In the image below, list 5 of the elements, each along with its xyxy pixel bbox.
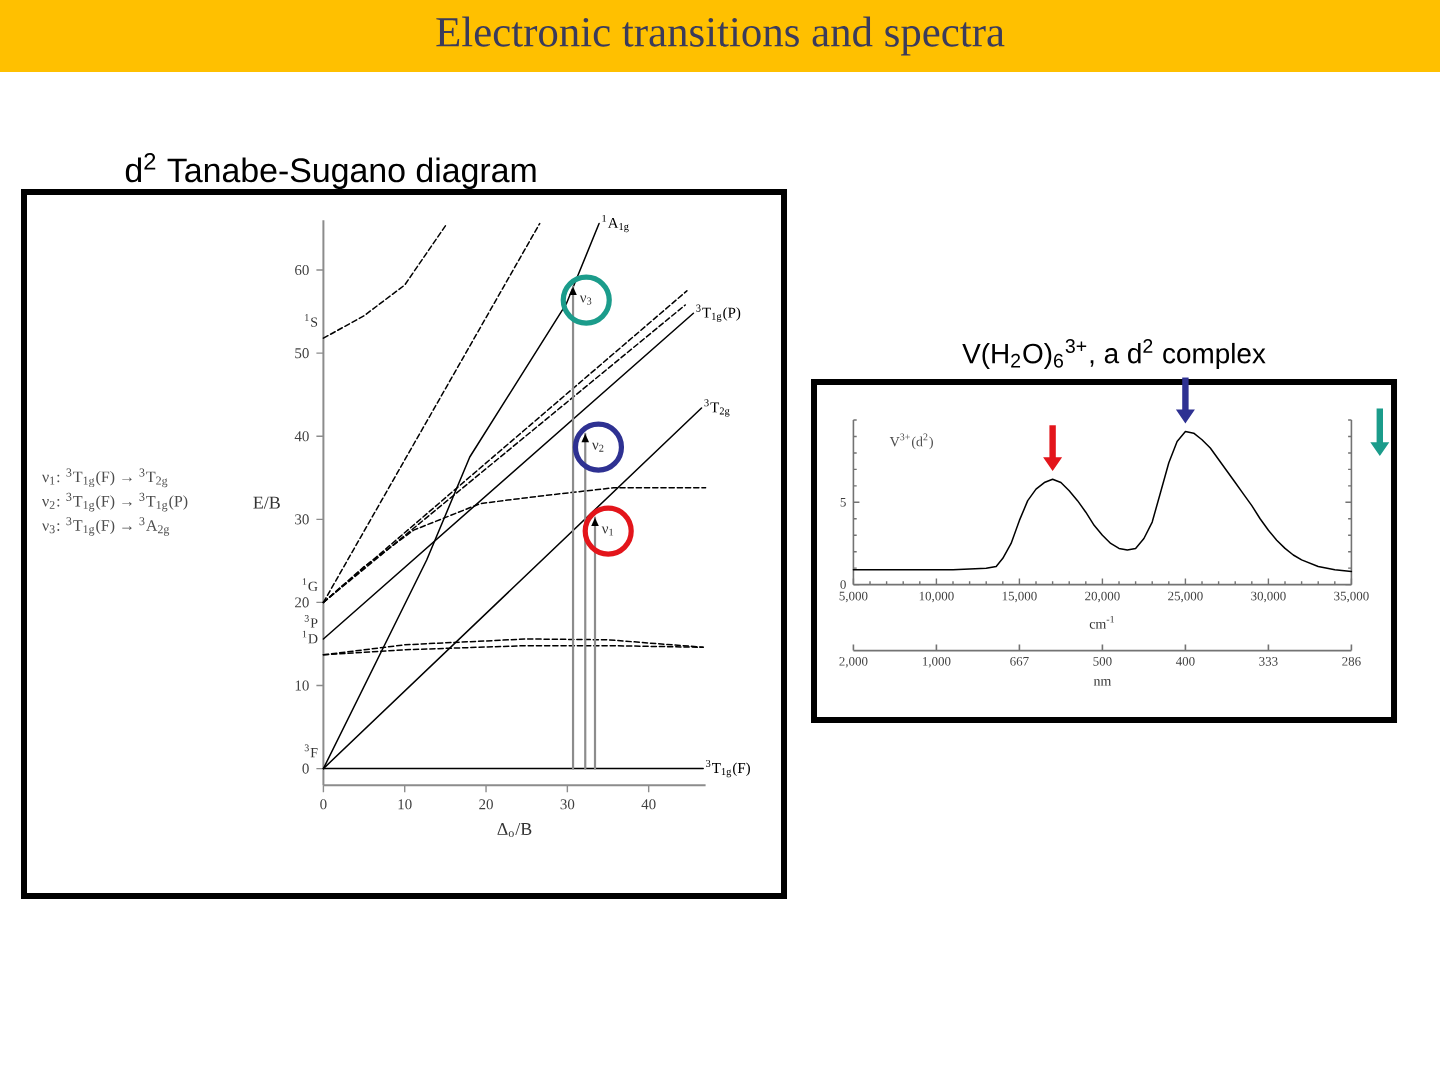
x-axis-title: Δ$_{o}$/B bbox=[497, 823, 532, 837]
chart-subtitle: d$^{2}$ Tanabe-Sugano diagram bbox=[125, 152, 536, 190]
y-axis-title: E/B bbox=[253, 496, 280, 509]
chart-title: Electronic transitions and spectra bbox=[436, 16, 1005, 56]
chart-title: V(H$_{2}$O)$_{6}$$^{3+}$, a d$^{2}$ complex bbox=[962, 339, 1266, 369]
